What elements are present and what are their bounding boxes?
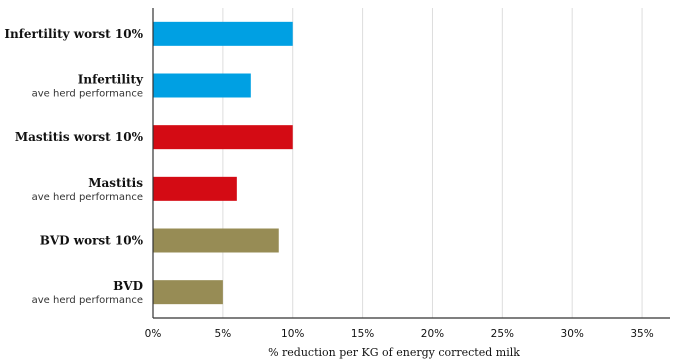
x-tick-label: 15%: [351, 328, 374, 340]
bar: [153, 125, 293, 150]
x-tick-label: 30%: [561, 328, 584, 340]
axes: [152, 8, 670, 319]
x-tick-labels: 0% 5% 10% 15% 20% 25% 30% 35%: [145, 328, 654, 340]
bar: [153, 280, 223, 305]
x-tick-label: 20%: [421, 328, 444, 340]
x-tick-label: 5%: [215, 328, 232, 340]
bar: [153, 228, 279, 253]
x-tick-label: 0%: [145, 328, 162, 340]
bar: [153, 21, 293, 46]
category-label: Mastitis: [88, 176, 143, 190]
gridlines: [222, 8, 643, 318]
category-label: Mastitis worst 10%: [15, 130, 144, 144]
category-sublabel: ave herd performance: [32, 192, 143, 203]
x-axis-title: % reduction per KG of energy corrected m…: [268, 346, 520, 359]
x-tick-label: 25%: [491, 328, 514, 340]
x-tick-label: 35%: [630, 328, 653, 340]
category-label: BVD worst 10%: [40, 234, 144, 248]
category-sublabel: ave herd performance: [32, 89, 143, 100]
bar: [153, 176, 237, 201]
category-label: BVD: [113, 279, 143, 293]
bars: [153, 21, 293, 305]
category-label: Infertility: [78, 73, 144, 87]
category-labels: Infertility worst 10% Infertility ave herd…: [4, 27, 144, 306]
bar: [153, 73, 251, 98]
category-label: Infertility worst 10%: [4, 27, 143, 41]
x-tick-label: 10%: [281, 328, 304, 340]
category-sublabel: ave herd performance: [32, 295, 143, 306]
